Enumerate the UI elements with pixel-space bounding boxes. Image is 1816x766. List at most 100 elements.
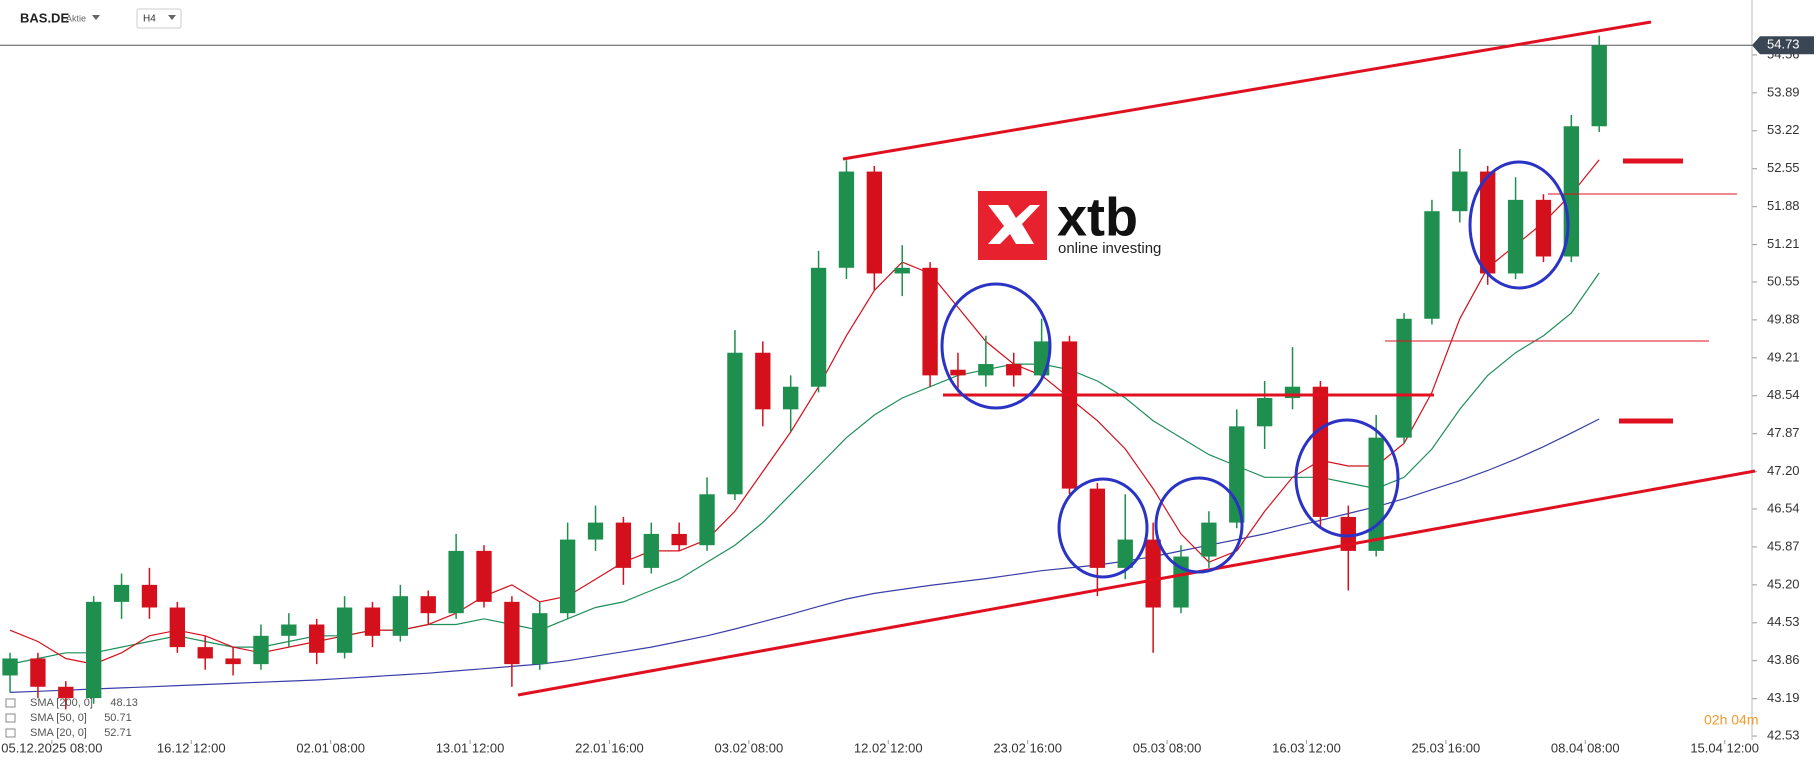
candle-body xyxy=(86,601,102,699)
candle-body xyxy=(1340,516,1356,551)
drawings xyxy=(517,20,1756,697)
candle-body xyxy=(1284,386,1301,399)
candle-body xyxy=(1089,488,1106,568)
x-tick-label: 15.04 12:00 xyxy=(1690,740,1759,755)
candle-body xyxy=(950,369,966,376)
legend-label: SMA [200, 0] xyxy=(30,697,93,709)
candle-body xyxy=(2,658,18,676)
candle-body xyxy=(894,267,910,274)
candle-body xyxy=(392,596,409,636)
sma-line xyxy=(9,272,1600,665)
candle-body xyxy=(587,522,604,540)
logo-x xyxy=(988,205,1040,244)
highlight-circle xyxy=(1154,476,1244,574)
logo-tagline: online investing xyxy=(1058,240,1161,257)
candle-body xyxy=(532,613,548,665)
candle-body xyxy=(643,533,659,568)
y-tick-label: 50.55 xyxy=(1767,273,1800,288)
header: BAS.DE Aktie H4 xyxy=(20,8,182,29)
y-tick-label: 47.87 xyxy=(1767,425,1800,440)
candle-body xyxy=(1033,341,1050,376)
candle-body xyxy=(810,267,827,387)
x-tick-label: 05.03 08:00 xyxy=(1133,740,1202,755)
y-tick-label: 42.53 xyxy=(1767,727,1800,742)
y-tick-label: 49.88 xyxy=(1767,311,1800,326)
countdown: 02h 04m xyxy=(1704,712,1758,728)
candle-body xyxy=(420,596,436,614)
sma-layer xyxy=(9,159,1600,693)
candle-body xyxy=(755,352,771,410)
candle-body xyxy=(978,364,994,376)
candle-layer xyxy=(2,35,1607,710)
symbol: BAS.DE xyxy=(20,10,69,25)
y-tick-label: 44.53 xyxy=(1767,614,1800,629)
candle-body xyxy=(1507,199,1524,274)
highlight-circle xyxy=(1294,418,1400,538)
legend: SMA [200, 0] 48.13 SMA [50, 0] 50.71 SMA [20… xyxy=(5,697,138,739)
candle-body xyxy=(141,584,158,608)
candle-body xyxy=(30,658,46,687)
candle-body xyxy=(1117,539,1133,568)
candle-body xyxy=(1452,171,1468,212)
logo: xtb online investing xyxy=(978,187,1161,260)
candle-body xyxy=(866,171,882,274)
candle-body xyxy=(476,550,492,602)
x-tick-label: 23.02 16:00 xyxy=(993,740,1062,755)
dropdown-arrow[interactable] xyxy=(168,15,176,20)
candle-body xyxy=(364,607,381,636)
trend-line xyxy=(842,20,1652,161)
x-tick-label: 08.04 08:00 xyxy=(1551,740,1620,755)
y-tick-label: 45.20 xyxy=(1767,576,1800,591)
legend-label: SMA [20, 0] xyxy=(30,727,87,739)
highlight-circle xyxy=(1468,160,1570,290)
x-tick-label: 12.02 12:00 xyxy=(854,740,923,755)
x-tick-label: 03.02 08:00 xyxy=(715,740,784,755)
price-tag-layer: 54.73 xyxy=(1752,36,1814,55)
candle-body xyxy=(504,601,520,665)
timeframe-select[interactable] xyxy=(136,8,182,29)
x-tick-label: 22.01 16:00 xyxy=(575,740,644,755)
y-tick-label: 51.21 xyxy=(1767,236,1800,251)
y-tick-label: 52.55 xyxy=(1767,160,1800,175)
y-tick-label: 47.20 xyxy=(1767,463,1800,478)
candle-body xyxy=(1396,318,1412,438)
instrument-type: Aktie xyxy=(66,13,86,23)
x-tick-label: 02.01 08:00 xyxy=(296,740,365,755)
y-tick-label: 53.22 xyxy=(1767,122,1800,137)
legend-icon xyxy=(5,728,16,738)
sma-line xyxy=(9,418,1600,693)
candle-body xyxy=(309,624,325,653)
y-tick-label: 45.87 xyxy=(1767,538,1800,553)
candle-body xyxy=(225,658,241,665)
candle-body xyxy=(1312,386,1329,517)
candle-body xyxy=(727,352,743,495)
y-tick-label: 49.21 xyxy=(1767,349,1800,364)
legend-value: 52.71 xyxy=(104,727,132,739)
candle-body xyxy=(58,686,74,699)
x-tick-label: 13.01 12:00 xyxy=(436,740,505,755)
candle-body xyxy=(783,386,799,410)
candle-body xyxy=(169,607,185,648)
y-tick-label: 48.54 xyxy=(1767,387,1800,402)
y-tick-label: 46.54 xyxy=(1767,500,1800,515)
candle-body xyxy=(1480,171,1496,274)
x-tick-label: 25.03 16:00 xyxy=(1412,740,1481,755)
y-tick-label: 43.86 xyxy=(1767,652,1800,667)
candle-body xyxy=(1368,437,1384,551)
highlight-circle xyxy=(940,282,1052,410)
legend-label: SMA [50, 0] xyxy=(30,712,87,724)
legend-icon xyxy=(5,698,16,708)
candle-body xyxy=(1201,522,1217,557)
candle-body xyxy=(448,550,464,614)
dropdown-arrow[interactable] xyxy=(92,15,100,20)
legend-icon xyxy=(5,713,16,723)
candle-body xyxy=(253,635,269,665)
y-tick-label: 51.88 xyxy=(1767,198,1800,213)
candle-body xyxy=(922,267,938,376)
y-tick-label: 43.19 xyxy=(1767,690,1800,705)
highlight-circle xyxy=(1057,477,1149,579)
candle-body xyxy=(1424,211,1440,319)
x-tick-label: 16.03 12:00 xyxy=(1272,740,1341,755)
